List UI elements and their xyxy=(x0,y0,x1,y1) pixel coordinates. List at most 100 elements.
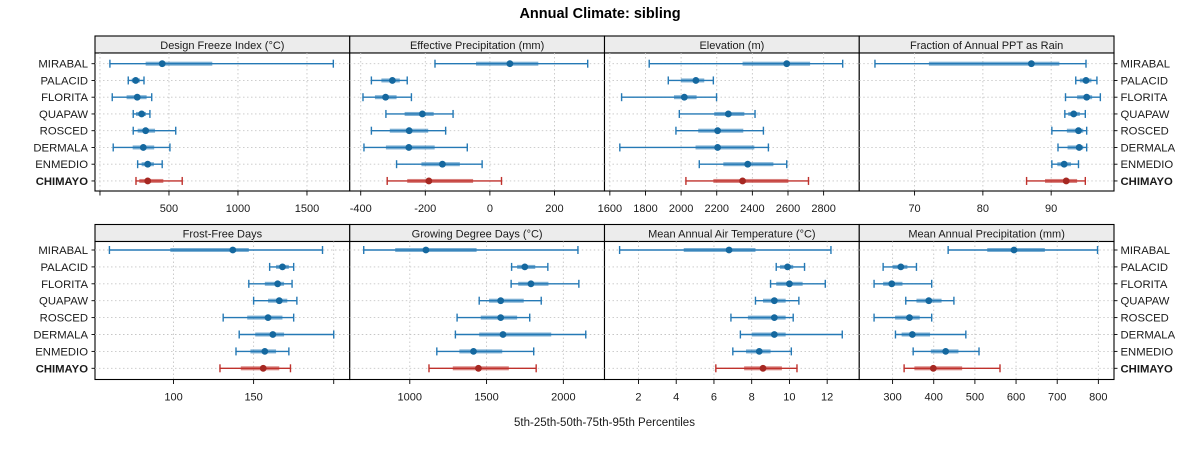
x-tick-label: 1000 xyxy=(398,392,422,404)
errorbar-quapaw xyxy=(678,109,756,118)
panel-strip-label: Effective Precipitation (mm) xyxy=(410,40,544,52)
errorbar-mirabal xyxy=(363,246,579,254)
median-dot-mirabal xyxy=(506,60,514,68)
site-label-right: ENMEDIO xyxy=(1121,159,1174,171)
panel-frost-free-days: Frost-Free Days 100 150 xyxy=(91,223,351,404)
errorbar-enmedio xyxy=(436,347,535,356)
median-dot-mirabal xyxy=(783,60,791,68)
site-label-left: MIRABAL xyxy=(38,245,88,257)
median-dot-dermala xyxy=(1075,144,1083,151)
site-label-right: CHIMAYO xyxy=(1121,176,1174,188)
median-dot-chimayo xyxy=(1062,177,1070,185)
panel-strip-label: Frost-Free Days xyxy=(183,228,263,240)
median-dot-florita xyxy=(274,280,282,288)
errorbar-rosced xyxy=(1051,126,1088,135)
x-tick-label: 2000 xyxy=(669,203,693,215)
panel-box xyxy=(94,52,351,192)
errorbar-dermala xyxy=(112,143,171,152)
median-dot-mirabal xyxy=(158,60,166,68)
site-label-right: QUAPAW xyxy=(1121,296,1170,308)
median-dot-enmedio xyxy=(439,160,446,168)
errorbar-rosced xyxy=(132,126,177,135)
x-tick-label: 500 xyxy=(966,392,984,404)
errorbar-enmedio xyxy=(136,160,163,169)
site-label-right: ROSCED xyxy=(1121,313,1169,325)
median-dot-enmedio xyxy=(755,348,763,355)
errorbar-florita xyxy=(769,279,826,288)
x-tick-label: 700 xyxy=(1048,392,1066,404)
errorbar-dermala xyxy=(894,330,967,339)
panel-design-freeze-index-c: Design Freeze Index (°C) 500 1000 1500 xyxy=(91,35,351,215)
errorbar-chimayo xyxy=(903,364,1001,373)
x-tick-label: 800 xyxy=(1089,392,1107,404)
site-label-left: FLORITA xyxy=(41,92,88,104)
errorbar-palacid xyxy=(667,76,715,85)
chart-caption: 5th-25th-50th-75th-95th Percentiles xyxy=(514,417,695,429)
site-labels-row-1: MIRABAL MIRABAL PALACID PALACID FLORITA FLORI… xyxy=(33,245,1175,375)
median-dot-palacid xyxy=(784,263,791,271)
x-tick-label: 1500 xyxy=(474,392,498,404)
errorbar-dermala xyxy=(739,330,843,339)
x-tick-label: 0 xyxy=(487,203,493,215)
site-label-right: ROSCED xyxy=(1121,126,1169,138)
errorbar-florita xyxy=(1064,93,1102,102)
errorbar-chimayo xyxy=(135,176,183,185)
median-dot-mirabal xyxy=(725,246,733,254)
errorbar-chimayo xyxy=(219,364,292,373)
errorbar-quapaw xyxy=(385,109,454,118)
panel-box xyxy=(349,52,606,192)
errorbar-chimayo xyxy=(1025,176,1087,185)
panel-strip-label: Mean Annual Precipitation (mm) xyxy=(908,228,1065,240)
site-label-right: ENMEDIO xyxy=(1121,346,1174,358)
x-tick-label: 2400 xyxy=(740,203,764,215)
median-dot-dermala xyxy=(405,144,413,151)
x-tick-label: -200 xyxy=(414,203,436,215)
x-tick-label: 400 xyxy=(925,392,943,404)
median-dot-rosced xyxy=(264,314,272,321)
x-tick-label: 90 xyxy=(1045,203,1057,215)
errorbar-palacid xyxy=(268,262,295,271)
site-label-left: CHIMAYO xyxy=(36,176,89,188)
panel-strip-label: Mean Annual Air Temperature (°C) xyxy=(648,228,815,240)
x-tick-label: 6 xyxy=(711,392,717,404)
site-label-left: ENMEDIO xyxy=(35,346,88,358)
errorbar-mirabal xyxy=(874,59,1087,68)
median-dot-palacid xyxy=(897,263,905,271)
median-dot-chimayo xyxy=(929,364,937,372)
x-tick-label: 2600 xyxy=(776,203,800,215)
errorbar-enmedio xyxy=(235,347,290,356)
x-tick-label: 300 xyxy=(883,392,901,404)
x-tick-label: 600 xyxy=(1007,392,1025,404)
x-tick-label: 4 xyxy=(673,392,679,404)
errorbar-palacid xyxy=(370,76,408,85)
x-tick-label: 1000 xyxy=(226,203,250,215)
panel-growing-degree-days-c: Growing Degree Days (°C) 1000 1500 2000 xyxy=(349,223,606,404)
site-label-left: PALACID xyxy=(40,75,88,87)
errorbar-palacid xyxy=(775,262,806,271)
median-dot-enmedio xyxy=(942,348,950,355)
site-label-left: DERMALA xyxy=(33,330,88,342)
median-dot-enmedio xyxy=(144,160,152,168)
errorbar-dermala xyxy=(1057,143,1088,152)
errorbar-rosced xyxy=(675,126,765,135)
x-tick-label: 1600 xyxy=(598,203,622,215)
median-dot-florita xyxy=(527,280,535,288)
median-dot-quapaw xyxy=(724,110,732,118)
errorbar-enmedio xyxy=(1051,160,1080,169)
median-dot-dermala xyxy=(269,331,277,338)
median-dot-chimayo xyxy=(144,177,152,185)
errorbar-mirabal xyxy=(434,59,589,68)
panel-box xyxy=(858,52,1115,192)
errorbar-mirabal xyxy=(108,246,324,254)
x-tick-label: 2800 xyxy=(811,203,835,215)
median-dot-dermala xyxy=(770,331,778,338)
site-label-right: DERMALA xyxy=(1121,142,1176,154)
panel-box xyxy=(603,240,860,381)
errorbar-enmedio xyxy=(698,160,788,169)
x-tick-label: 70 xyxy=(908,203,920,215)
site-label-right: QUAPAW xyxy=(1121,109,1170,121)
site-label-left: MIRABAL xyxy=(38,59,88,71)
median-dot-palacid xyxy=(279,263,286,271)
panel-box xyxy=(603,52,860,192)
